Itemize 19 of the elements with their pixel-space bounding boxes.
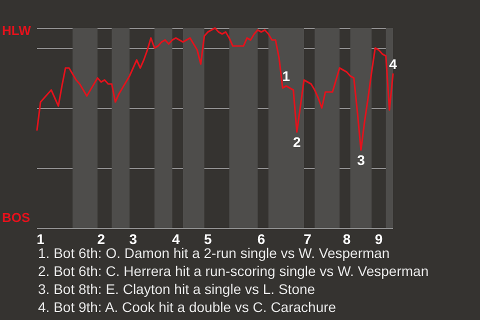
text: BOS (2, 210, 30, 225)
text: 1. Bot 6th: O. Damon hit a 2-run single vs W. Vesperman (38, 245, 390, 261)
x-tick-label: 9 (374, 231, 383, 247)
annotation: 2 (292, 134, 301, 150)
x-tick-label: 7 (304, 231, 312, 247)
text: HLW (2, 23, 32, 38)
annotation: 4 (389, 56, 398, 72)
x-tick-label: 1 (36, 231, 45, 247)
annotation: 3 (357, 152, 366, 168)
text: 4. Bot 9th: A. Cook hit a double vs C. Carachure (38, 299, 336, 315)
x-tick-label: 4 (172, 231, 180, 247)
x-tick-label: 6 (257, 231, 266, 247)
text: 3. Bot 8th: E. Clayton hit a single vs L. Stone (38, 281, 316, 297)
x-tick-label: 2 (97, 231, 106, 247)
x-tick-label: 3 (129, 231, 138, 247)
x-tick-label: 5 (204, 231, 212, 247)
annotation: 1 (282, 68, 290, 84)
x-tick-label: 8 (342, 231, 351, 247)
text: 2. Bot 6th: C. Herrera hit a run-scoring single vs W. Vesperman (38, 263, 429, 279)
